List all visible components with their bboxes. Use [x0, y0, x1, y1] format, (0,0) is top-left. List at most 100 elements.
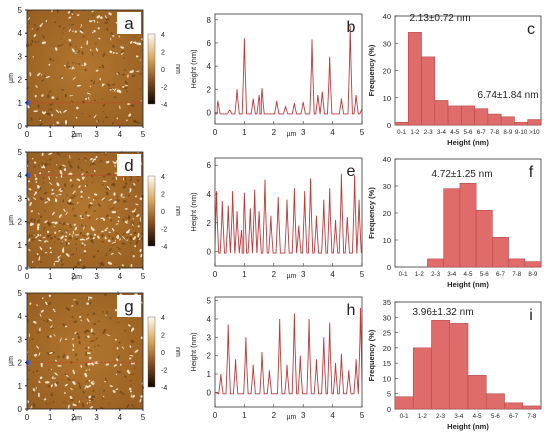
afm-texture-speck: [81, 243, 85, 247]
afm-texture-speck: [57, 255, 62, 258]
afm-texture-speck: [95, 69, 99, 72]
y-tick-label: 15: [383, 359, 391, 368]
afm-texture-speck: [112, 182, 116, 187]
afm-texture-speck: [86, 352, 91, 355]
x-tick-label: 3: [94, 413, 99, 422]
afm-texture-speck: [72, 299, 77, 301]
afm-texture-speck: [87, 335, 90, 338]
afm-texture-speck: [37, 392, 40, 398]
afm-texture-speck: [78, 158, 80, 160]
afm-texture-speck: [46, 318, 49, 323]
afm-texture-speck: [115, 223, 119, 225]
afm-texture-speck: [132, 41, 136, 43]
afm-texture-speck: [116, 347, 119, 350]
panel-letter-box: [117, 295, 141, 317]
afm-texture-speck: [60, 38, 62, 41]
afm-texture-speck: [132, 217, 134, 220]
afm-texture-speck: [47, 94, 50, 98]
afm-texture-speck: [130, 104, 135, 107]
afm-texture-speck: [131, 404, 134, 407]
afm-texture-speck: [92, 312, 96, 316]
afm-texture-speck: [29, 105, 31, 107]
afm-texture-speck: [102, 103, 106, 107]
x-tick-label: 4: [118, 130, 123, 139]
afm-texture-speck: [92, 237, 96, 240]
afm-texture-speck: [68, 172, 73, 176]
profile-line: [215, 173, 362, 254]
afm-texture-speck: [36, 72, 41, 77]
afm-texture-speck: [40, 261, 43, 263]
afm-texture-speck: [108, 248, 113, 252]
afm-texture-speck: [91, 395, 95, 398]
afm-texture-speck: [96, 152, 99, 154]
afm-texture-speck: [56, 177, 58, 179]
afm-texture-speck: [53, 235, 57, 238]
afm-texture-speck: [139, 59, 141, 61]
afm-texture-speck: [133, 367, 135, 370]
colorbar-tick-label: -2: [161, 85, 167, 92]
afm-texture-speck: [76, 332, 80, 336]
afm-texture-speck: [84, 185, 87, 187]
afm-texture-speck: [80, 28, 83, 32]
afm-texture-speck: [90, 328, 93, 334]
afm-texture-speck: [49, 108, 53, 111]
afm-texture-speck: [109, 208, 113, 210]
afm-texture-speck: [59, 169, 62, 175]
afm-texture-speck: [58, 188, 62, 191]
afm-texture-speck: [43, 398, 47, 401]
y-tick-label: 4: [18, 312, 23, 321]
afm-texture-speck: [78, 62, 81, 65]
y-axis-unit: µm: [8, 356, 15, 366]
afm-texture-speck: [85, 369, 88, 371]
y-axis-label: Height (nm): [189, 49, 198, 89]
x-tick-label: 0: [25, 272, 30, 281]
afm-texture-speck: [101, 64, 105, 69]
afm-texture-speck: [106, 334, 111, 337]
afm-texture-speck: [54, 383, 57, 387]
afm-texture-speck: [82, 265, 86, 268]
afm-texture-speck: [50, 9, 53, 12]
afm-texture-speck: [48, 63, 51, 66]
afm-texture-speck: [61, 173, 63, 178]
afm-texture-speck: [123, 177, 125, 181]
afm-texture-speck: [84, 329, 88, 334]
colorbar-tick-label: 2: [161, 333, 165, 340]
afm-texture-speck: [81, 173, 84, 176]
afm-texture-speck: [28, 188, 32, 191]
afm-texture-speck: [27, 17, 31, 21]
y-tick-label: 6: [207, 161, 212, 170]
afm-texture-speck: [105, 160, 110, 164]
afm-texture-speck: [33, 320, 37, 324]
x-tick-label: 2: [71, 130, 76, 139]
afm-texture-speck: [74, 331, 77, 335]
afm-texture-speck: [80, 224, 83, 227]
afm-texture-speck: [30, 210, 33, 213]
afm-texture-speck: [38, 239, 42, 242]
afm-texture-speck: [130, 394, 133, 398]
y-tick-label: 0: [387, 263, 391, 272]
afm-texture-speck: [87, 346, 90, 349]
afm-texture-speck: [132, 236, 136, 241]
afm-texture-speck: [28, 249, 31, 252]
afm-texture-speck: [97, 344, 100, 347]
afm-texture-speck: [37, 41, 39, 44]
afm-texture-speck: [74, 234, 80, 236]
afm-texture-speck: [48, 402, 51, 404]
afm-texture-speck: [59, 259, 63, 262]
afm-texture-speck: [54, 372, 58, 376]
afm-texture-speck: [67, 404, 70, 410]
afm-texture-speck: [87, 296, 93, 299]
afm-texture-speck: [38, 328, 41, 332]
afm-texture-speck: [131, 210, 135, 213]
y-tick-label: 0: [207, 108, 212, 117]
afm-texture-speck: [42, 111, 47, 115]
afm-texture-speck: [43, 191, 48, 195]
afm-texture-speck: [69, 179, 73, 182]
afm-texture-speck: [119, 390, 122, 394]
afm-texture-speck: [70, 23, 75, 26]
category-label: 4-5: [473, 413, 483, 420]
afm-texture-speck: [94, 345, 96, 348]
afm-texture-speck: [53, 376, 56, 379]
x-tick-label: 3: [94, 272, 99, 281]
y-axis-label: Frequency (%): [367, 44, 376, 96]
